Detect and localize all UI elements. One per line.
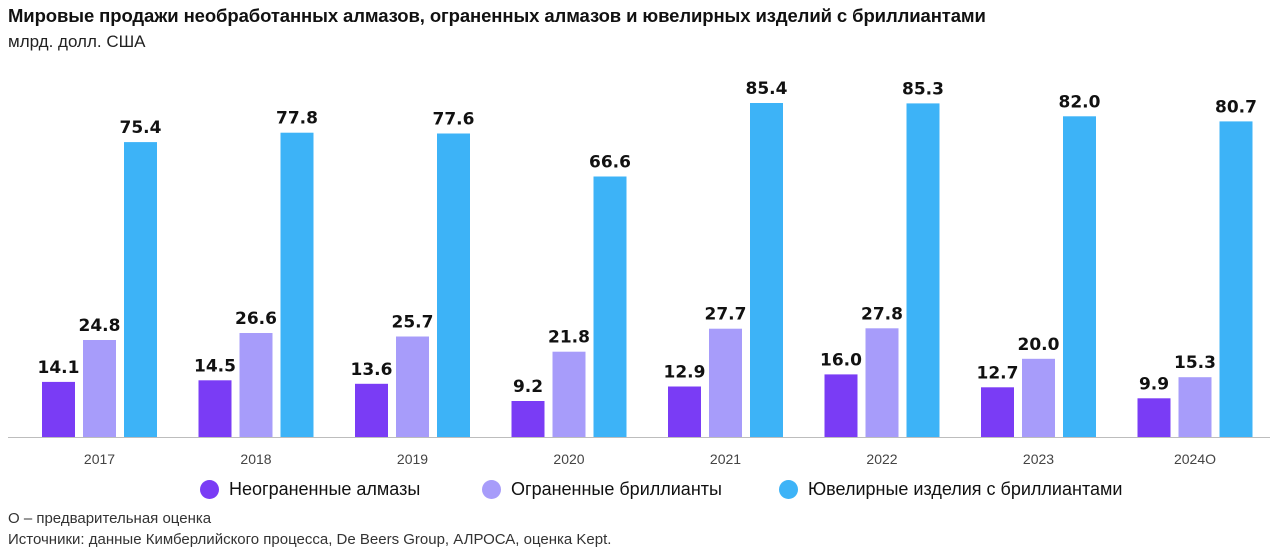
data-label-polished-2017: 24.8 bbox=[79, 316, 121, 336]
data-label-rough-2022: 16.0 bbox=[820, 350, 862, 370]
legend-label-jewelry: Ювелирные изделия с бриллиантами bbox=[808, 478, 1123, 499]
chart-title: Мировые продажи необработанных алмазов, … bbox=[8, 5, 986, 26]
bar-polished-2018 bbox=[239, 333, 273, 437]
bar-rough-2024О bbox=[1137, 398, 1171, 437]
data-label-rough-2023: 12.7 bbox=[977, 363, 1019, 383]
footnote: О – предварительная оценка bbox=[8, 510, 212, 527]
legend-item-rough: Неограненные алмазы bbox=[200, 476, 420, 502]
data-label-jewelry-2024О: 80.7 bbox=[1215, 97, 1257, 117]
x-tick-2019: 2019 bbox=[397, 451, 428, 467]
bar-jewelry-2019 bbox=[437, 133, 470, 437]
bar-rough-2023 bbox=[981, 387, 1014, 437]
data-label-polished-2018: 26.6 bbox=[235, 309, 277, 329]
bar-polished-2024О bbox=[1178, 377, 1212, 437]
legend-swatch-polished bbox=[482, 479, 501, 499]
data-label-jewelry-2021: 85.4 bbox=[746, 79, 788, 99]
bar-jewelry-2022 bbox=[906, 103, 940, 438]
x-tick-2018: 2018 bbox=[240, 451, 271, 467]
data-label-rough-2018: 14.5 bbox=[194, 356, 236, 376]
x-tick-2017: 2017 bbox=[84, 451, 115, 467]
data-label-jewelry-2023: 82.0 bbox=[1059, 92, 1101, 112]
x-tick-2024О: 2024О bbox=[1174, 451, 1216, 467]
data-label-rough-2020: 9.2 bbox=[513, 377, 543, 397]
data-label-polished-2020: 21.8 bbox=[548, 328, 590, 348]
source-note: Источники: данные Кимберлийского процесс… bbox=[8, 531, 612, 548]
data-label-jewelry-2018: 77.8 bbox=[276, 109, 318, 129]
data-label-polished-2021: 27.7 bbox=[705, 305, 747, 325]
bar-rough-2020 bbox=[511, 401, 545, 437]
data-label-jewelry-2020: 66.6 bbox=[589, 153, 631, 173]
bar-chart: 14.1 24.8 75.4 2017 14.5 26.6 77.8 2018 13.6 25.7… bbox=[8, 79, 1270, 467]
legend-label-polished: Ограненные бриллианты bbox=[511, 478, 722, 499]
x-tick-2022: 2022 bbox=[866, 451, 897, 467]
chart-subtitle: млрд. долл. США bbox=[8, 32, 146, 51]
bar-polished-2017 bbox=[83, 340, 116, 437]
chart-legend: Неограненные алмазы Ограненные бриллиант… bbox=[0, 476, 1280, 502]
bar-jewelry-2018 bbox=[280, 132, 314, 437]
x-tick-2023: 2023 bbox=[1023, 451, 1054, 467]
bar-polished-2020 bbox=[552, 351, 586, 437]
bar-jewelry-2024О bbox=[1219, 121, 1253, 438]
legend-swatch-rough bbox=[200, 479, 219, 499]
x-tick-2020: 2020 bbox=[553, 451, 584, 467]
data-label-polished-2019: 25.7 bbox=[392, 313, 434, 333]
legend-item-polished: Ограненные бриллианты bbox=[482, 476, 722, 502]
data-label-polished-2022: 27.8 bbox=[861, 304, 903, 324]
legend-label-rough: Неограненные алмазы bbox=[229, 478, 421, 499]
data-label-polished-2023: 20.0 bbox=[1018, 335, 1060, 355]
bar-jewelry-2021 bbox=[750, 103, 783, 437]
bar-rough-2022 bbox=[824, 374, 858, 437]
bar-rough-2017 bbox=[42, 381, 75, 437]
bar-polished-2022 bbox=[865, 328, 899, 437]
bar-rough-2019 bbox=[355, 383, 388, 437]
data-label-rough-2021: 12.9 bbox=[664, 363, 706, 383]
bar-polished-2019 bbox=[396, 336, 429, 437]
bar-rough-2021 bbox=[668, 386, 701, 437]
data-label-rough-2024О: 9.9 bbox=[1139, 374, 1169, 394]
data-label-rough-2019: 13.6 bbox=[351, 360, 393, 380]
bar-jewelry-2017 bbox=[124, 142, 157, 437]
bar-rough-2018 bbox=[198, 380, 232, 437]
bar-jewelry-2023 bbox=[1063, 116, 1096, 438]
bar-polished-2023 bbox=[1022, 358, 1055, 437]
legend-item-jewelry: Ювелирные изделия с бриллиантами bbox=[779, 476, 1122, 502]
legend-swatch-jewelry bbox=[779, 479, 798, 499]
data-label-jewelry-2017: 75.4 bbox=[120, 118, 162, 138]
bar-polished-2021 bbox=[709, 328, 742, 437]
bar-jewelry-2020 bbox=[593, 176, 627, 437]
data-label-jewelry-2019: 77.6 bbox=[433, 110, 475, 130]
data-label-jewelry-2022: 85.3 bbox=[902, 79, 944, 99]
data-label-polished-2024О: 15.3 bbox=[1174, 353, 1216, 373]
data-label-rough-2017: 14.1 bbox=[38, 358, 80, 378]
x-tick-2021: 2021 bbox=[710, 451, 741, 467]
